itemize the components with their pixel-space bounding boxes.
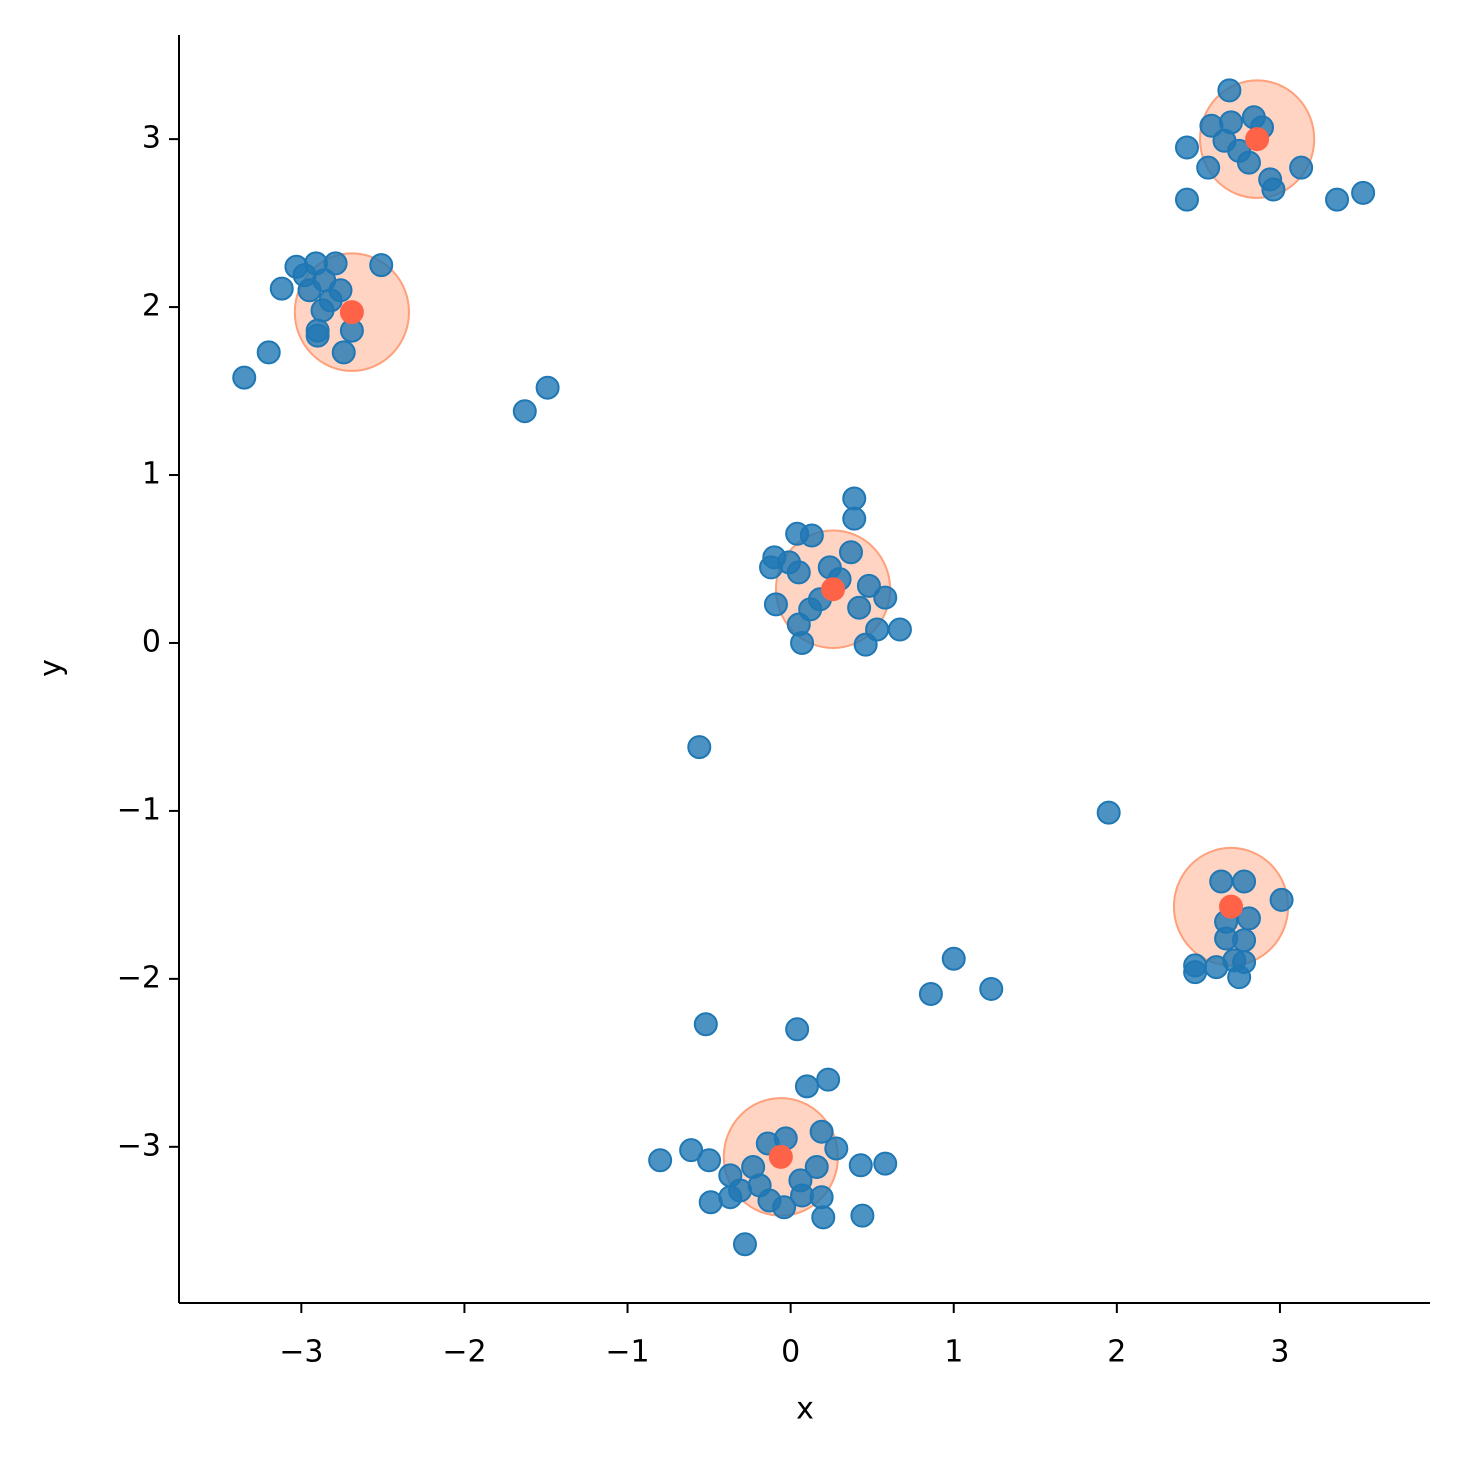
point <box>1212 128 1237 153</box>
center <box>768 1144 793 1169</box>
y-tick-label: −2 <box>117 960 161 995</box>
point <box>328 278 353 303</box>
x-axis-label: x <box>796 1392 814 1427</box>
point <box>1174 135 1199 160</box>
point <box>842 486 867 511</box>
point <box>648 1148 673 1173</box>
y-tick-label: 3 <box>142 121 161 156</box>
center <box>821 577 846 602</box>
point <box>1261 177 1286 202</box>
point <box>788 1168 813 1193</box>
center <box>339 300 364 325</box>
point <box>1196 155 1221 180</box>
point <box>804 1154 829 1179</box>
point <box>512 399 537 424</box>
point <box>853 632 878 657</box>
x-tick-label: −1 <box>605 1335 649 1370</box>
point <box>1209 869 1234 894</box>
point <box>1096 800 1121 825</box>
x-tick-label: −2 <box>442 1335 486 1370</box>
point <box>1236 150 1261 175</box>
y-tick-label: 0 <box>142 624 161 659</box>
point <box>1289 155 1314 180</box>
point <box>1232 928 1257 953</box>
point <box>698 1190 723 1215</box>
point <box>323 251 348 276</box>
point <box>772 1195 797 1220</box>
point <box>847 595 872 620</box>
point <box>687 735 712 760</box>
point <box>1269 887 1294 912</box>
x-tick-label: 3 <box>1270 1335 1289 1370</box>
point <box>873 585 898 610</box>
point <box>856 573 881 598</box>
point <box>887 617 912 642</box>
point <box>763 592 788 617</box>
point <box>747 1173 772 1198</box>
point <box>918 981 943 1006</box>
point <box>790 630 815 655</box>
point <box>809 1119 834 1144</box>
point <box>292 263 317 288</box>
point <box>1217 78 1242 103</box>
point <box>1183 960 1208 985</box>
point <box>816 1067 841 1092</box>
point <box>842 506 867 531</box>
point <box>941 946 966 971</box>
point <box>799 523 824 548</box>
point <box>693 1012 718 1037</box>
point <box>718 1185 743 1210</box>
point <box>331 340 356 365</box>
y-tick-label: −1 <box>117 792 161 827</box>
point <box>369 253 394 278</box>
point <box>1325 187 1350 212</box>
x-tick-label: 2 <box>1107 1335 1126 1370</box>
point <box>786 560 811 585</box>
y-tick-label: 2 <box>142 289 161 324</box>
point <box>824 1136 849 1161</box>
point <box>1174 187 1199 212</box>
point <box>256 340 281 365</box>
y-tick-label: −3 <box>117 1128 161 1163</box>
point <box>809 1185 834 1210</box>
point <box>1351 180 1376 205</box>
center <box>1245 127 1270 152</box>
point <box>732 1232 757 1257</box>
point <box>873 1151 898 1176</box>
point <box>794 1074 819 1099</box>
point <box>269 276 294 301</box>
point <box>697 1148 722 1173</box>
point <box>1232 869 1257 894</box>
y-axis-label: y <box>34 659 69 677</box>
point <box>535 375 560 400</box>
x-tick-label: 1 <box>944 1335 963 1370</box>
center <box>1219 894 1244 919</box>
point <box>310 298 335 323</box>
point <box>232 365 257 390</box>
point <box>850 1203 875 1228</box>
y-tick-label: 1 <box>142 457 161 492</box>
point <box>848 1153 873 1178</box>
point <box>811 1205 836 1230</box>
point <box>305 323 330 348</box>
point <box>838 540 863 565</box>
point <box>679 1138 704 1163</box>
point <box>979 976 1004 1001</box>
x-tick-label: −3 <box>279 1335 323 1370</box>
x-tick-label: 0 <box>781 1335 800 1370</box>
point <box>785 1017 810 1042</box>
point <box>1222 948 1247 973</box>
